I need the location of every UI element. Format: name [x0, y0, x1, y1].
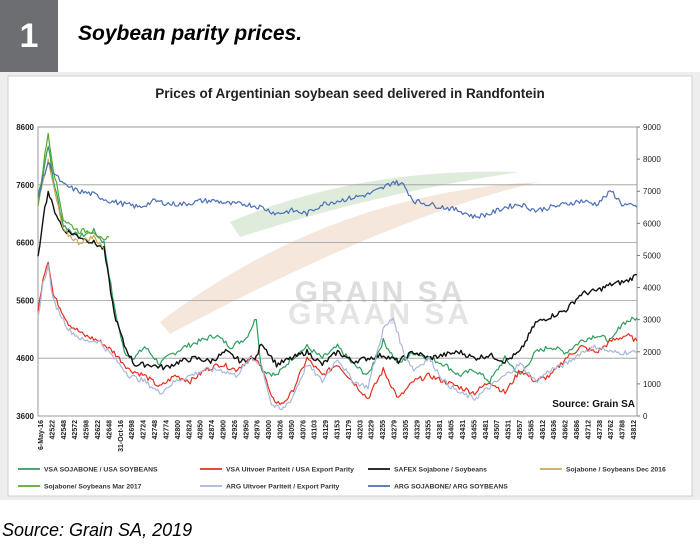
y-right-tick-label: 9000 — [643, 123, 661, 132]
x-tick-label: 43481 — [483, 420, 490, 440]
x-tick-label: 43812 — [631, 420, 638, 440]
y-right-tick-label: 5000 — [643, 251, 661, 260]
x-tick-label: 43455 — [471, 420, 478, 440]
x-tick-label: 42648 — [106, 420, 113, 440]
y-left-tick-label: 7600 — [16, 181, 34, 190]
x-tick-label: 43381 — [437, 420, 444, 440]
x-tick-label: 43585 — [528, 420, 535, 440]
x-tick-label: 43712 — [585, 420, 592, 440]
y-left-tick-label: 8600 — [16, 123, 34, 132]
x-tick-label: 43431 — [460, 420, 467, 440]
y-right-tick-label: 6000 — [643, 219, 661, 228]
x-tick-label: 43000 — [266, 420, 273, 440]
chart-source-label: Source: Grain SA — [552, 399, 635, 410]
y-right-tick-label: 7000 — [643, 187, 661, 196]
x-tick-label: 42900 — [220, 420, 227, 440]
x-tick-label: 43229 — [369, 420, 376, 440]
x-tick-label: 42622 — [95, 420, 102, 440]
figure-source: Source: Grain SA, 2019 — [2, 520, 193, 540]
legend-label: Sojabone/ Soybeans Mar 2017 — [44, 484, 142, 491]
series-line — [37, 261, 638, 406]
legend-label: ARG Uitvoer Pariteit / Export Parity — [226, 484, 340, 491]
watermark-swoosh-orange — [160, 182, 540, 334]
series-line — [37, 132, 110, 241]
plot-area — [37, 126, 638, 417]
x-tick-label: 42748 — [152, 420, 159, 440]
x-tick-label: 42598 — [84, 420, 91, 440]
x-tick-label: 42800 — [175, 420, 182, 440]
series-line — [37, 145, 638, 384]
y-right-tick-label: 8000 — [643, 155, 661, 164]
series-line — [37, 162, 638, 219]
x-tick-label: 43405 — [449, 420, 456, 440]
x-tick-label: 42522 — [49, 420, 56, 440]
y-right-tick-label: 2000 — [643, 348, 661, 357]
figure-header: 1 Soybean parity prices. — [0, 0, 700, 72]
legend-label: SAFEX Sojabone / Soybeans — [394, 467, 487, 474]
x-tick-label: 43507 — [494, 420, 501, 440]
x-tick-label: 42850 — [198, 420, 205, 440]
x-tick-label: 43153 — [335, 420, 342, 440]
legend-label: Sojabone / Soybeans Dec 2016 — [566, 467, 666, 474]
x-tick-label: 42976 — [255, 420, 262, 440]
x-tick-label: 43355 — [426, 420, 433, 440]
chart-svg: Prices of Argentinian soybean seed deliv… — [7, 75, 693, 497]
x-tick-label: 43279 — [392, 420, 399, 440]
y-right-tick-label: 0 — [643, 412, 648, 421]
x-tick-label: 42874 — [209, 420, 216, 440]
x-tick-label: 43203 — [357, 420, 364, 440]
x-tick-label: 43612 — [540, 420, 547, 440]
x-tick-label: 43762 — [608, 420, 615, 440]
x-tick-label: 43636 — [551, 420, 558, 440]
legend-label: VSA SOJABONE / USA SOYBEANS — [44, 467, 158, 474]
y-left-tick-label: 5600 — [16, 296, 34, 305]
x-tick-label: 42950 — [243, 420, 250, 440]
x-tick-label: 43531 — [506, 420, 513, 440]
x-tick-label: 43179 — [346, 420, 353, 440]
series-line — [37, 263, 638, 411]
x-tick-label: 43050 — [289, 420, 296, 440]
y-left-tick-label: 6600 — [16, 239, 34, 248]
watermark-text: GRAIN SA — [295, 276, 466, 309]
x-tick-label: 42774 — [163, 420, 170, 440]
x-tick-label: 42926 — [232, 420, 239, 440]
x-tick-label: 42824 — [186, 420, 193, 440]
x-tick-label: 42572 — [72, 420, 79, 440]
y-right-tick-label: 3000 — [643, 316, 661, 325]
x-tick-label: 42698 — [129, 420, 136, 440]
watermark-text: GRAAN SA — [288, 298, 472, 331]
y-left-tick-label: 3600 — [16, 412, 34, 421]
legend-label: VSA Uitvoer Pariteit / USA Export Parity — [226, 467, 354, 474]
figure-number: 1 — [0, 0, 58, 72]
figure-title: Soybean parity prices. — [78, 22, 303, 45]
chart-panel: Prices of Argentinian soybean seed deliv… — [0, 72, 700, 500]
y-left-tick-label: 4600 — [16, 354, 34, 363]
x-tick-label: 43305 — [403, 420, 410, 440]
y-right-tick-label: 1000 — [643, 380, 661, 389]
x-tick-label: 42724 — [141, 420, 148, 440]
legend-label: ARG SOJABONE/ ARG SOYBEANS — [394, 484, 508, 491]
x-tick-label: 43255 — [380, 420, 387, 440]
x-tick-label: 43738 — [597, 420, 604, 440]
series-line — [37, 190, 638, 371]
x-tick-label: 6-May-16 — [38, 420, 45, 450]
x-tick-label: 43026 — [277, 420, 284, 440]
y-right-tick-label: 4000 — [643, 284, 661, 293]
x-tick-label: 43329 — [414, 420, 421, 440]
chart-title: Prices of Argentinian soybean seed deliv… — [155, 86, 545, 101]
x-tick-label: 43662 — [563, 420, 570, 440]
x-tick-label: 43129 — [323, 420, 330, 440]
x-tick-label: 43686 — [574, 420, 581, 440]
x-tick-label: 43076 — [300, 420, 307, 440]
x-tick-label: 31-Oct-16 — [118, 420, 125, 452]
x-tick-label: 42548 — [61, 420, 68, 440]
x-tick-label: 43557 — [517, 420, 524, 440]
x-tick-label: 43103 — [312, 420, 319, 440]
x-tick-label: 43788 — [620, 420, 627, 440]
series-line — [37, 158, 105, 249]
